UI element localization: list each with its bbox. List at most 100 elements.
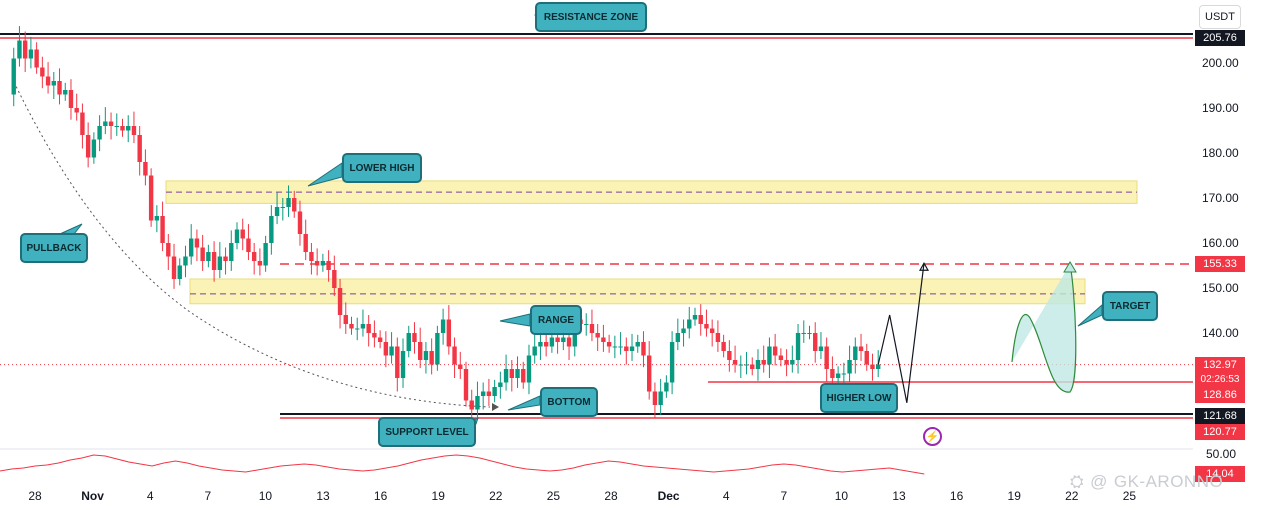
- target-projection-arrowhead: [1063, 261, 1077, 273]
- x-tick-label: 4: [723, 489, 730, 503]
- candle-body: [51, 81, 56, 86]
- x-tick-label: 22: [1065, 489, 1079, 503]
- candle-body: [177, 265, 182, 279]
- candle-body: [200, 247, 205, 261]
- candle-body: [458, 364, 463, 369]
- candle-body: [103, 121, 108, 126]
- current-price-label: 132.97: [1195, 357, 1245, 373]
- candle-body: [320, 261, 326, 266]
- tradingview-logo-icon: ⛭: [1070, 472, 1085, 491]
- candle-body: [480, 391, 486, 396]
- candle-body: [234, 229, 240, 243]
- x-tick-label: 16: [950, 489, 964, 503]
- supply-zone: [189, 278, 1086, 305]
- candle-body: [509, 369, 514, 378]
- candle-body: [40, 67, 45, 77]
- candle-body: [772, 346, 778, 356]
- indicator-value-label: 14.04: [1195, 466, 1245, 482]
- candle-body: [251, 252, 257, 261]
- x-tick-label: 19: [1008, 489, 1022, 503]
- candle-body: [807, 333, 812, 334]
- candle-body: [835, 373, 841, 378]
- x-tick-label: 13: [316, 489, 330, 503]
- candle-body: [709, 328, 715, 333]
- candle-body: [440, 319, 446, 333]
- x-tick-label: 25: [1123, 489, 1137, 503]
- candle-body: [131, 126, 137, 135]
- candle-body: [692, 315, 698, 320]
- candle-body: [853, 346, 858, 360]
- currency-selector[interactable]: USDT: [1199, 5, 1241, 29]
- candle-body: [154, 216, 160, 221]
- candle-body: [612, 346, 618, 348]
- candle-body: [377, 337, 383, 342]
- candle-body: [629, 346, 635, 351]
- candle-body: [257, 261, 263, 266]
- x-tick-label: Nov: [81, 489, 104, 503]
- target-price-label: 155.33: [1195, 256, 1245, 272]
- support-top-price-label: 121.68: [1195, 408, 1245, 424]
- candle-body: [647, 355, 652, 392]
- candle-body: [28, 49, 34, 59]
- lightning-icon[interactable]: ⚡: [923, 427, 942, 446]
- candle-body: [721, 342, 726, 351]
- candle-body: [790, 360, 795, 365]
- candle-body: [818, 346, 824, 351]
- candle-body: [532, 346, 537, 356]
- candle-body: [503, 369, 509, 383]
- candle-body: [727, 351, 732, 360]
- candle-body: [269, 216, 274, 243]
- candle-body: [841, 373, 847, 375]
- candle-body: [80, 112, 85, 135]
- candle-body: [795, 333, 801, 360]
- x-tick-label: 10: [835, 489, 849, 503]
- candle-body: [286, 198, 291, 207]
- candle-body: [211, 252, 217, 270]
- watermark: ⛭ @ GK-ARONNO: [1070, 472, 1224, 491]
- candle-body: [538, 342, 543, 347]
- candle-body: [274, 207, 280, 216]
- candle-body: [704, 324, 709, 329]
- x-tick-label: 10: [259, 489, 273, 503]
- candle-body: [206, 252, 211, 261]
- candle-body: [263, 243, 268, 266]
- candle-body: [784, 360, 789, 365]
- candle-body: [750, 364, 755, 369]
- candle-body: [143, 162, 148, 176]
- candle-body: [63, 90, 68, 95]
- candle-body: [469, 400, 474, 410]
- candle-body: [91, 139, 97, 158]
- pullback-callout: PULLBACK: [20, 233, 88, 263]
- x-tick-label: 19: [432, 489, 446, 503]
- candle-body: [194, 238, 200, 248]
- candle-body: [778, 355, 784, 360]
- x-tick-label: 28: [28, 489, 42, 503]
- lower-high-callout: LOWER HIGH: [342, 153, 422, 183]
- candle-body: [681, 328, 686, 333]
- target-projection-fill: [1012, 264, 1076, 393]
- candle-body: [652, 391, 658, 405]
- lower-pane-tick-label: 50.00: [1206, 447, 1236, 461]
- candle-body: [303, 234, 308, 252]
- candle-body: [360, 324, 366, 329]
- candle-body: [824, 346, 829, 369]
- candle-body: [555, 337, 560, 342]
- candle-body: [400, 351, 406, 378]
- candle-body: [463, 369, 469, 401]
- y-tick-label: 150.00: [1202, 281, 1239, 295]
- candle-body: [526, 355, 532, 383]
- resistance-price-label: 205.76: [1195, 30, 1245, 46]
- candle-body: [876, 364, 881, 369]
- candle-body: [297, 211, 303, 234]
- candle-body: [280, 207, 285, 208]
- candle-body: [687, 319, 692, 329]
- support-level-callout: SUPPORT LEVEL: [378, 417, 476, 447]
- candle-body: [543, 342, 549, 347]
- y-tick-label: 160.00: [1202, 236, 1239, 250]
- candle-body: [223, 256, 228, 261]
- candle-body: [475, 396, 480, 410]
- candle-body: [332, 270, 337, 288]
- candle-body: [126, 126, 131, 131]
- candle-body: [349, 324, 354, 329]
